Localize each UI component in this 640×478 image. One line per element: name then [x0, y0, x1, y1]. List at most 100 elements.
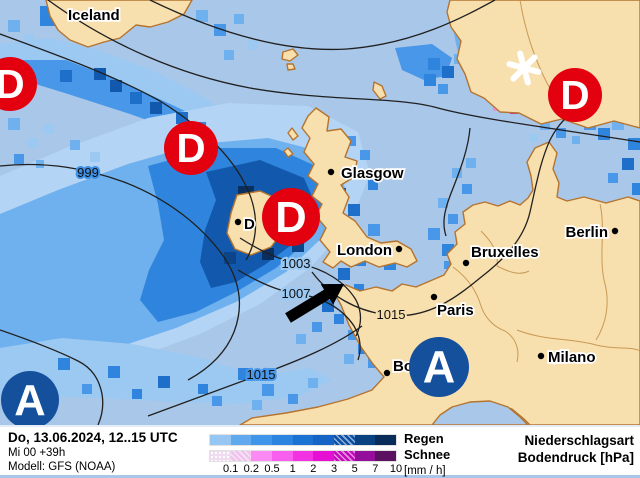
colorbar-tick: 7: [372, 463, 379, 475]
isobar-label: 999: [77, 165, 99, 180]
precip-cell: [556, 128, 566, 138]
colorbar-segment: [334, 435, 355, 445]
pressure-letter: D: [0, 61, 25, 107]
pressure-letter: D: [275, 194, 306, 242]
city-dot: [327, 168, 335, 176]
rain-colorbar: [209, 434, 397, 446]
colorbar-tick: 0.1: [223, 463, 239, 475]
low-pressure-symbol: [548, 68, 602, 122]
city-dot: [395, 245, 403, 253]
precip-cell: [632, 183, 640, 195]
city-dot: [537, 352, 545, 360]
precip-cell: [224, 50, 234, 60]
precip-cell: [58, 358, 70, 370]
precip-cell: [176, 112, 188, 124]
precip-cell: [354, 284, 364, 294]
colorbar-segment: [251, 435, 273, 445]
colorbar-tick: 0.2: [243, 463, 259, 475]
precip-cell: [252, 400, 262, 410]
city-label: Berlin: [565, 224, 608, 241]
precip-cell: [466, 158, 476, 168]
precip-cell: [296, 334, 306, 344]
colorbar-segment: [313, 435, 335, 445]
precip-cell: [8, 20, 20, 32]
low-pressure-symbol: [164, 121, 218, 175]
city-label: Iceland: [68, 7, 120, 24]
city-dot: [611, 227, 619, 235]
precip-cell: [108, 366, 120, 378]
isobar-labels: 999 1003 1007 1015 1015: [75, 163, 407, 384]
precip-cell: [14, 154, 24, 164]
precip-cell: [598, 128, 610, 140]
valid-datetime: Do, 13.06.2024, 12..15 UTC: [8, 430, 178, 445]
isobar-label: 1015: [377, 307, 406, 322]
precip-cell: [438, 84, 448, 94]
precip-cell: [344, 354, 354, 364]
precip-cell: [28, 138, 38, 148]
legend-titles: Niederschlagsart Bodendruck [hPa]: [518, 433, 634, 467]
precip-cell: [338, 268, 350, 280]
precip-cell: [416, 60, 426, 70]
precip-cell: [438, 198, 448, 208]
precip-cell: [428, 58, 440, 70]
map-canvas[interactable]: 999 1003 1007 1015 1015 Iceland Glasgow London…: [0, 0, 640, 425]
precip-cell: [312, 322, 322, 332]
high-pressure-symbol: [1, 371, 59, 425]
city-label: Bruxelles: [471, 244, 539, 261]
precip-cell: [238, 368, 250, 380]
colorbar-tick: 2: [310, 463, 317, 475]
precip-cell: [530, 134, 538, 142]
legend-bar: Do, 13.06.2024, 12..15 UTC Mi 00 +39h Mo…: [0, 425, 640, 478]
colorbar-segment: [230, 435, 252, 445]
colorbar-segment: [375, 435, 397, 445]
city-label: Milano: [548, 349, 596, 366]
precip-cell: [428, 228, 440, 240]
city-layer: Iceland Glasgow London Bruxelles Paris Berlin…: [66, 5, 619, 377]
precip-cell: [8, 118, 20, 130]
pressure-letter: A: [14, 377, 45, 425]
precip-cell: [444, 261, 452, 269]
colorbar-segment: [292, 435, 314, 445]
precip-cell: [622, 158, 634, 170]
pressure-letter: A: [423, 342, 456, 393]
city-label: London: [337, 242, 392, 259]
precip-cell: [60, 70, 72, 82]
city-dot: [383, 369, 391, 377]
colorbar-segment: [230, 451, 252, 461]
precip-cell: [608, 173, 618, 183]
precip-cell: [24, 34, 34, 44]
precip-cell: [452, 168, 462, 178]
precip-cell: [448, 214, 458, 224]
precip-cell: [110, 80, 122, 92]
precip-cell: [70, 140, 80, 150]
precip-cell: [36, 160, 44, 168]
wind-arrow: [285, 287, 334, 323]
precip-cell: [224, 252, 236, 264]
snow-label: Schnee: [404, 447, 451, 462]
colorbar-tick: 10: [389, 463, 403, 475]
isobar-label: 1003: [282, 256, 311, 271]
colorbar-segment: [375, 451, 397, 461]
precip-cell: [212, 396, 222, 406]
precip-cell: [348, 204, 360, 216]
precip-cell: [462, 184, 472, 194]
low-pressure-symbol: [262, 188, 320, 246]
precip-cell: [348, 330, 358, 340]
pressure-centers: D D D D A A: [0, 57, 602, 425]
precip-cell: [198, 384, 208, 394]
precip-cell: [90, 152, 100, 162]
colorbar-segment: [210, 451, 231, 461]
pressure-letter: D: [176, 125, 205, 171]
precip-cell: [308, 378, 318, 388]
precip-cell: [234, 14, 244, 24]
precip-cell: [360, 150, 370, 160]
precip-cell: [82, 384, 92, 394]
high-pressure-symbol: [409, 337, 469, 397]
precip-cell: [368, 180, 378, 190]
precip-type-title: Niederschlagsart: [524, 433, 634, 448]
pressure-title: Bodendruck [hPa]: [517, 449, 634, 465]
precip-cell: [540, 120, 550, 130]
precip-cell: [132, 389, 142, 399]
model-run: Mi 00 +39h: [8, 447, 66, 460]
